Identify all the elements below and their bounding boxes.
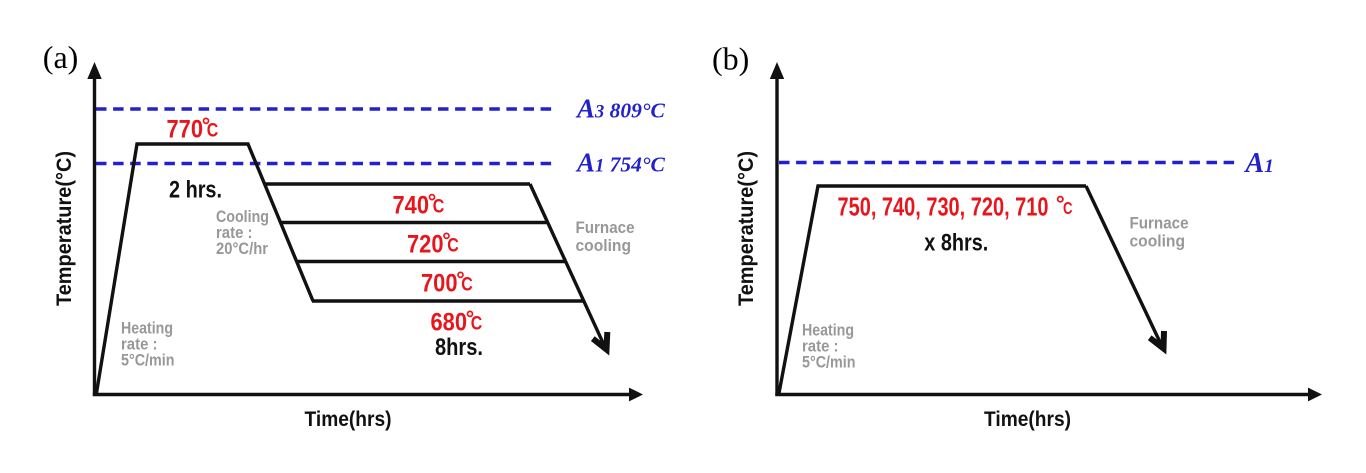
svg-text:680: 680: [431, 308, 468, 336]
svg-text:x 8hrs.: x 8hrs.: [924, 230, 988, 257]
svg-text:700: 700: [421, 269, 458, 297]
svg-text:(a): (a): [43, 39, 79, 75]
svg-text:cooling: cooling: [1130, 233, 1186, 251]
svg-text:Heating: Heating: [121, 320, 173, 338]
svg-text:C: C: [207, 120, 219, 141]
svg-text:A1 754°C: A1 754°C: [575, 147, 665, 177]
svg-text:C: C: [461, 274, 473, 295]
svg-text:C: C: [447, 235, 459, 256]
svg-text:rate :: rate :: [216, 224, 253, 242]
svg-text:Cooling: Cooling: [216, 208, 269, 226]
svg-text:Furnace: Furnace: [1130, 215, 1189, 233]
svg-text:A3 809°C: A3 809°C: [575, 94, 665, 124]
svg-text:Time(hrs): Time(hrs): [305, 407, 392, 431]
svg-text:740: 740: [393, 192, 430, 220]
svg-text:770: 770: [167, 115, 204, 143]
svg-text:C: C: [1063, 198, 1073, 218]
svg-text:Heating: Heating: [802, 322, 854, 340]
svg-text:5°C/min: 5°C/min: [802, 354, 856, 372]
svg-text:cooling: cooling: [576, 237, 632, 255]
svg-text:720: 720: [407, 230, 444, 258]
svg-text:20°C/hr: 20°C/hr: [216, 240, 269, 258]
svg-text:C: C: [471, 313, 483, 334]
svg-text:Temperature(°C): Temperature(°C): [52, 151, 76, 306]
svg-text:rate :: rate :: [121, 336, 158, 354]
svg-text:C: C: [433, 197, 445, 218]
svg-text:Temperature(°C): Temperature(°C): [734, 151, 758, 306]
svg-text:(b): (b): [712, 41, 749, 77]
svg-text:Furnace: Furnace: [576, 219, 635, 237]
svg-text:Time(hrs): Time(hrs): [984, 407, 1071, 431]
svg-text:5°C/min: 5°C/min: [121, 352, 175, 370]
svg-text:750, 740, 730, 720, 710: 750, 740, 730, 720, 710: [838, 192, 1049, 222]
svg-text:8hrs.: 8hrs.: [435, 334, 483, 361]
svg-text:rate :: rate :: [802, 338, 839, 356]
svg-text:2 hrs.: 2 hrs.: [169, 177, 222, 204]
